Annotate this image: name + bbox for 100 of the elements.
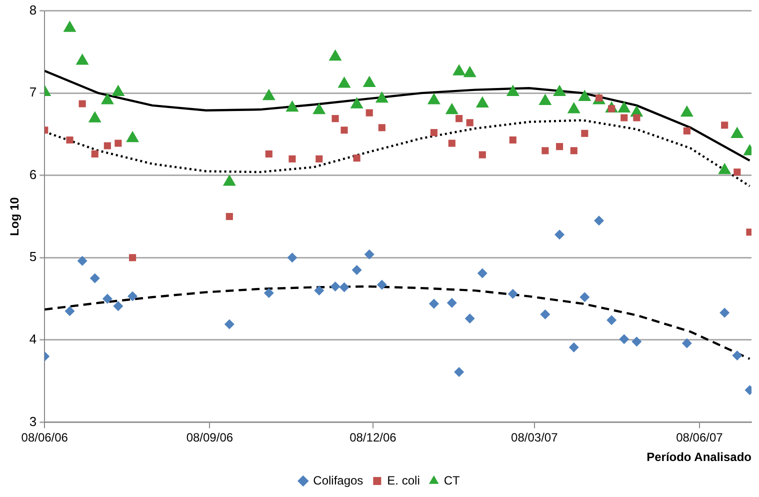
point — [63, 20, 76, 32]
point — [476, 96, 489, 108]
x-tick-label: 08/12/06 — [350, 430, 397, 445]
point — [730, 126, 744, 138]
point — [618, 101, 631, 112]
point — [66, 136, 74, 144]
point — [366, 109, 373, 116]
point — [542, 147, 549, 154]
point — [454, 367, 464, 378]
point — [88, 111, 102, 122]
point — [477, 268, 488, 278]
point — [287, 252, 298, 263]
point — [620, 114, 628, 122]
point — [288, 155, 296, 162]
point — [340, 126, 348, 134]
point — [352, 264, 362, 275]
point — [732, 350, 742, 361]
point — [619, 334, 630, 344]
point — [339, 282, 350, 292]
point — [226, 212, 233, 220]
point — [680, 105, 694, 117]
point — [446, 298, 457, 308]
legend-label: CT — [444, 473, 461, 488]
point — [581, 130, 588, 137]
point — [606, 315, 617, 326]
legend-label: E. coli — [387, 473, 420, 488]
point — [448, 140, 456, 147]
y-tick-label: 5 — [29, 249, 37, 264]
point — [222, 174, 236, 186]
point — [464, 314, 475, 324]
point — [328, 49, 342, 61]
point — [721, 122, 728, 129]
point — [330, 281, 340, 292]
y-tick-label: 6 — [29, 166, 37, 182]
point — [430, 129, 438, 136]
y-axis-title: Log 10 — [8, 196, 22, 236]
y-tick-label: 8 — [29, 2, 37, 18]
point — [314, 286, 324, 296]
point — [77, 256, 88, 266]
point — [264, 288, 274, 298]
point — [509, 136, 516, 144]
point — [594, 216, 604, 226]
point — [113, 301, 124, 312]
point — [338, 76, 351, 88]
point — [567, 102, 580, 114]
point — [632, 336, 642, 347]
point — [265, 150, 272, 158]
point — [427, 92, 440, 104]
point — [316, 155, 323, 162]
point — [734, 168, 741, 176]
x-tick-label: 08/03/07 — [511, 430, 558, 445]
x-tick-label: 08/09/06 — [186, 430, 234, 445]
point — [64, 306, 75, 316]
point — [350, 97, 364, 108]
point — [452, 64, 466, 76]
point — [364, 249, 374, 260]
point — [102, 294, 112, 304]
y-tick-label: 7 — [29, 84, 37, 100]
point — [445, 102, 458, 114]
point — [554, 230, 565, 240]
point — [463, 66, 476, 78]
point — [553, 84, 566, 96]
point — [362, 76, 376, 87]
point — [580, 292, 590, 302]
point — [262, 88, 276, 100]
point — [633, 114, 640, 122]
point — [682, 338, 692, 348]
point — [456, 115, 463, 122]
point — [570, 147, 578, 154]
x-tick-label: 08/06/06 — [21, 430, 68, 445]
point — [332, 115, 339, 122]
point — [353, 154, 360, 162]
legend-label: Colifagos — [313, 473, 364, 488]
point — [538, 94, 552, 106]
x-axis-title: Período Analisado — [646, 450, 752, 464]
point — [91, 150, 98, 158]
point — [114, 140, 122, 147]
point — [466, 119, 474, 126]
point — [683, 127, 690, 134]
point — [129, 254, 136, 262]
point — [76, 53, 89, 65]
point — [578, 90, 592, 101]
point — [100, 92, 114, 104]
point — [286, 100, 299, 112]
point — [112, 84, 125, 96]
point — [375, 91, 388, 103]
point — [568, 342, 579, 352]
point — [126, 130, 140, 142]
point — [90, 273, 100, 284]
point — [78, 100, 86, 108]
point — [312, 102, 326, 114]
point — [508, 288, 518, 299]
point — [378, 124, 386, 132]
y-tick-label: 4 — [29, 332, 37, 346]
x-tick-label: 08/06/07 — [676, 430, 724, 445]
point — [104, 142, 111, 150]
y-tick-label: 3 — [29, 414, 37, 429]
point — [718, 162, 732, 174]
point — [376, 280, 387, 290]
point — [128, 291, 138, 302]
